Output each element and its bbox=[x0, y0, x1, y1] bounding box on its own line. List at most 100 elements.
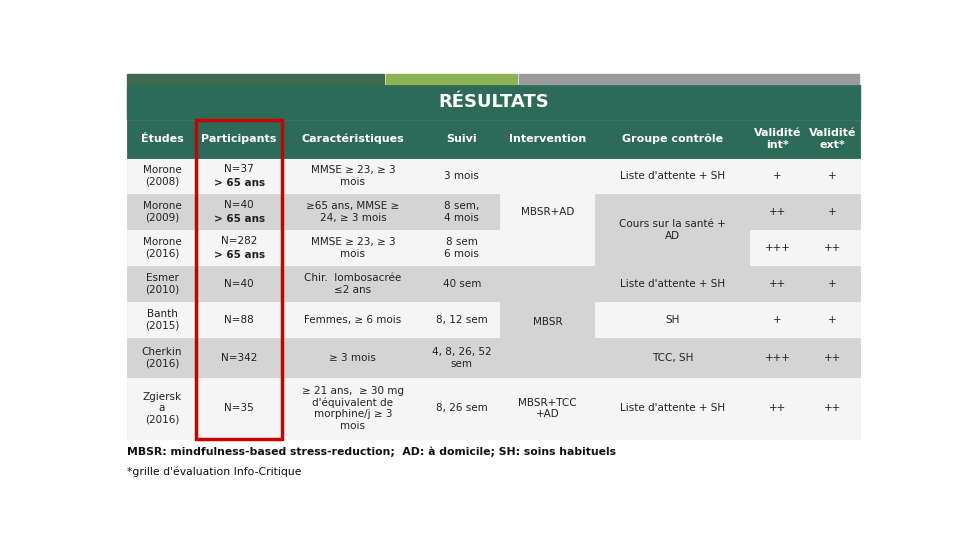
Bar bbox=[424, 158, 499, 194]
Text: +: + bbox=[828, 207, 837, 217]
Text: Participants: Participants bbox=[202, 134, 276, 144]
Text: 8, 26 sem: 8, 26 sem bbox=[436, 403, 488, 414]
Text: TCC, SH: TCC, SH bbox=[652, 353, 693, 363]
Text: RÉSULTATS: RÉSULTATS bbox=[439, 93, 549, 111]
Text: Femmes, ≥ 6 mois: Femmes, ≥ 6 mois bbox=[304, 315, 401, 325]
Bar bbox=[750, 158, 805, 194]
Bar bbox=[750, 378, 805, 439]
Bar bbox=[128, 302, 197, 338]
Text: Études: Études bbox=[140, 134, 183, 144]
Text: +++: +++ bbox=[764, 243, 790, 253]
Bar bbox=[499, 158, 595, 266]
Text: Validité
ext*: Validité ext* bbox=[809, 128, 856, 150]
Text: N=282: N=282 bbox=[221, 236, 257, 246]
Bar bbox=[424, 338, 499, 378]
Bar bbox=[282, 194, 424, 230]
Text: Suivi: Suivi bbox=[446, 134, 477, 144]
Text: 4, 8, 26, 52
sem: 4, 8, 26, 52 sem bbox=[432, 347, 492, 369]
Bar bbox=[750, 230, 805, 266]
Text: > 65 ans: > 65 ans bbox=[213, 178, 265, 188]
Bar bbox=[424, 194, 499, 230]
Text: N=40: N=40 bbox=[225, 279, 254, 289]
Text: SH: SH bbox=[665, 315, 680, 325]
Bar bbox=[750, 302, 805, 338]
Bar bbox=[595, 120, 750, 158]
Text: +: + bbox=[828, 315, 837, 325]
Bar bbox=[197, 302, 282, 338]
Bar bbox=[282, 158, 424, 194]
Bar bbox=[197, 120, 282, 158]
Bar bbox=[595, 338, 750, 378]
Text: ++: ++ bbox=[769, 207, 786, 217]
Bar bbox=[518, 75, 859, 84]
Text: ≥ 21 ans,  ≥ 30 mg
d'équivalent de
morphine/j ≥ 3
mois: ≥ 21 ans, ≥ 30 mg d'équivalent de morphi… bbox=[301, 386, 404, 431]
Text: MMSE ≥ 23, ≥ 3
mois: MMSE ≥ 23, ≥ 3 mois bbox=[311, 165, 396, 187]
Bar bbox=[595, 302, 750, 338]
Text: +: + bbox=[828, 171, 837, 181]
Text: N=37: N=37 bbox=[225, 164, 254, 174]
Bar bbox=[128, 266, 197, 302]
Bar bbox=[499, 230, 595, 266]
Text: Caractéristiques: Caractéristiques bbox=[301, 133, 404, 144]
Text: Cherkin
(2016): Cherkin (2016) bbox=[142, 347, 182, 369]
Text: > 65 ans: > 65 ans bbox=[213, 250, 265, 260]
Bar bbox=[595, 230, 750, 266]
Text: Morone
(2016): Morone (2016) bbox=[143, 237, 181, 259]
Bar bbox=[499, 302, 595, 338]
Text: MBSR+AD: MBSR+AD bbox=[520, 207, 574, 217]
Bar bbox=[805, 302, 860, 338]
Text: Intervention: Intervention bbox=[509, 134, 587, 144]
Bar bbox=[499, 266, 595, 378]
Bar bbox=[805, 158, 860, 194]
Text: Groupe contrôle: Groupe contrôle bbox=[622, 133, 723, 144]
Bar bbox=[197, 378, 282, 439]
Text: Liste d'attente + SH: Liste d'attente + SH bbox=[620, 279, 725, 289]
Bar bbox=[750, 194, 805, 230]
Bar bbox=[595, 378, 750, 439]
Text: Liste d'attente + SH: Liste d'attente + SH bbox=[620, 171, 725, 181]
Text: ≥ 3 mois: ≥ 3 mois bbox=[329, 353, 376, 363]
Bar bbox=[805, 378, 860, 439]
Bar bbox=[282, 266, 424, 302]
Bar bbox=[750, 266, 805, 302]
Bar bbox=[197, 194, 282, 230]
Text: *grille d'évaluation Info-Critique: *grille d'évaluation Info-Critique bbox=[128, 467, 302, 477]
Text: Chir.  lombosacrée
≤2 ans: Chir. lombosacrée ≤2 ans bbox=[304, 273, 401, 295]
Bar bbox=[197, 230, 282, 266]
Bar bbox=[805, 338, 860, 378]
Text: Validité
int*: Validité int* bbox=[754, 128, 801, 150]
Bar bbox=[595, 194, 750, 266]
Bar bbox=[499, 338, 595, 378]
Bar bbox=[197, 120, 282, 439]
Bar bbox=[805, 266, 860, 302]
Bar bbox=[282, 338, 424, 378]
Bar bbox=[424, 230, 499, 266]
Bar bbox=[805, 194, 860, 230]
Bar bbox=[424, 266, 499, 302]
Bar bbox=[499, 378, 595, 439]
Bar bbox=[128, 158, 197, 194]
Text: +: + bbox=[828, 279, 837, 289]
Text: +: + bbox=[773, 315, 781, 325]
Bar bbox=[805, 120, 860, 158]
Text: N=35: N=35 bbox=[225, 403, 254, 414]
Text: +++: +++ bbox=[764, 353, 790, 363]
Text: 40 sem: 40 sem bbox=[443, 279, 481, 289]
Bar bbox=[750, 338, 805, 378]
Bar bbox=[750, 120, 805, 158]
Text: 8 sem
6 mois: 8 sem 6 mois bbox=[444, 237, 479, 259]
Bar bbox=[128, 75, 384, 84]
Bar bbox=[128, 194, 197, 230]
Bar bbox=[424, 378, 499, 439]
Text: Morone
(2009): Morone (2009) bbox=[143, 201, 181, 223]
Bar bbox=[282, 302, 424, 338]
Text: 8, 12 sem: 8, 12 sem bbox=[436, 315, 488, 325]
Text: N=88: N=88 bbox=[225, 315, 254, 325]
Text: 3 mois: 3 mois bbox=[444, 171, 479, 181]
Bar bbox=[386, 75, 516, 84]
Bar bbox=[424, 120, 499, 158]
Bar bbox=[197, 158, 282, 194]
Text: MBSR: mindfulness-based stress-reduction;  AD: à domicile; SH: soins habituels: MBSR: mindfulness-based stress-reduction… bbox=[128, 447, 616, 457]
Bar bbox=[595, 158, 750, 194]
Text: > 65 ans: > 65 ans bbox=[213, 214, 265, 224]
